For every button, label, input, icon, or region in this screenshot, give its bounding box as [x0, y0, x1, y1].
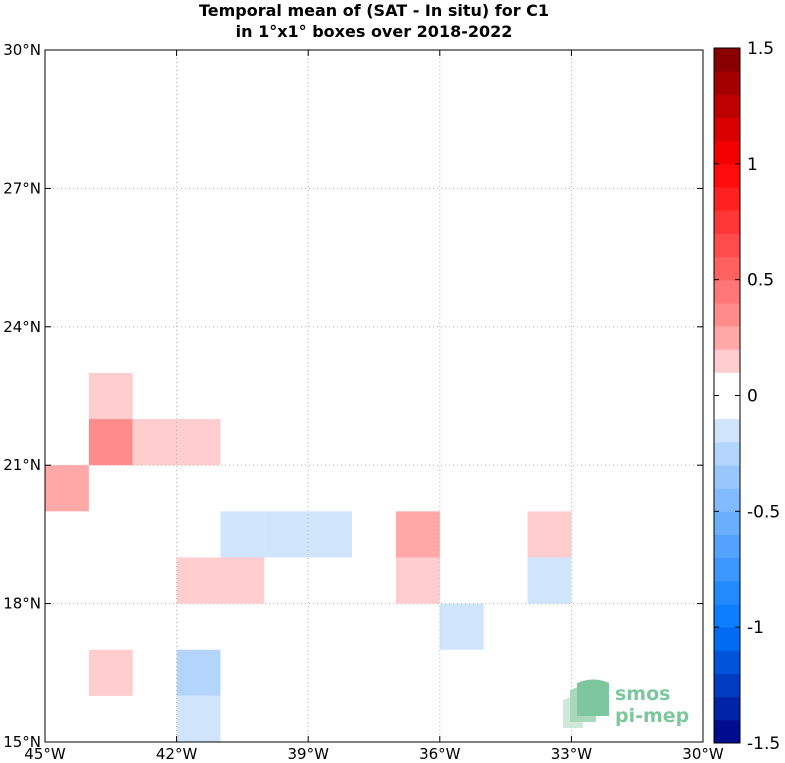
heatmap-cell — [176, 695, 221, 742]
colorbar-segment — [714, 210, 740, 234]
colorbar-segment — [714, 511, 740, 535]
y-tick-label: 15°N — [3, 733, 41, 751]
colorbar-segment — [714, 719, 740, 744]
colorbar-segment — [714, 71, 740, 95]
heatmap-cell — [220, 557, 265, 604]
y-tick-label: 21°N — [3, 456, 41, 474]
chart-title: Temporal mean of (SAT - In situ) for C1 … — [45, 0, 703, 42]
colorbar-segment — [714, 650, 740, 674]
heatmap-cell — [308, 511, 353, 558]
colorbar-segment — [714, 256, 740, 281]
x-tick-label: 33°W — [551, 745, 593, 763]
colorbar-segment — [714, 279, 740, 304]
heatmap-cell — [395, 557, 440, 604]
heatmap-cell — [527, 557, 572, 604]
colorbar-tick-label: 0 — [747, 387, 758, 407]
x-tick-label: 42°W — [156, 745, 198, 763]
colorbar-tick-label: 1.5 — [747, 39, 774, 59]
colorbar-segment — [714, 372, 740, 396]
heatmap-cell — [220, 511, 265, 558]
colorbar-segment — [714, 395, 740, 420]
y-tick-label: 24°N — [3, 318, 41, 336]
heatmap-cell — [88, 419, 133, 466]
colorbar-segment — [714, 187, 740, 211]
colorbar-segment — [714, 604, 740, 628]
colorbar-segment — [714, 302, 740, 327]
colorbar-tick-label: 1 — [747, 155, 758, 175]
heatmap-cell — [45, 465, 89, 512]
colorbar-tick-label: -0.5 — [747, 502, 780, 522]
colorbar-segment — [714, 117, 740, 142]
colorbar-tick-label: 0.5 — [747, 271, 774, 291]
chart-title-line-2: in 1°x1° boxes over 2018-2022 — [235, 22, 513, 41]
colorbar-segment — [714, 48, 740, 72]
colorbar-segment — [714, 326, 740, 350]
colorbar: 1.5 1 0.5 0 -0.5 -1 -1.5 — [713, 39, 780, 754]
logo-wave-icon — [563, 679, 609, 728]
colorbar-segment — [714, 140, 740, 165]
heatmap-cell — [176, 419, 221, 466]
grid-lines — [45, 50, 703, 742]
chart-title-line-1: Temporal mean of (SAT - In situ) for C1 — [198, 1, 550, 20]
colorbar-segment — [714, 580, 740, 605]
colorbar-segment — [714, 94, 740, 118]
colorbar-segment — [714, 488, 740, 512]
colorbar-segment — [714, 441, 740, 466]
logo-text-smos: smos — [615, 683, 670, 705]
heatmap-cell — [264, 511, 309, 558]
colorbar-segment — [714, 465, 740, 489]
colorbar-tick-label: -1.5 — [747, 734, 780, 754]
heatmap-cell — [88, 649, 133, 696]
plot-frame — [44, 49, 704, 743]
x-axis-ticks: 45°W 42°W 39°W 36°W 33°W 30°W — [24, 50, 724, 763]
y-tick-label: 27°N — [3, 179, 41, 197]
colorbar-segment — [714, 163, 740, 188]
x-tick-label: 36°W — [419, 745, 461, 763]
heatmap-cell — [395, 511, 440, 558]
heatmap-cell — [176, 649, 221, 696]
x-tick-label: 30°W — [682, 745, 724, 763]
heatmap-cell — [88, 372, 133, 420]
y-axis-ticks: 15°N 18°N 21°N 24°N 27°N 30°N — [3, 41, 703, 751]
colorbar-tick-label: -1 — [747, 618, 764, 638]
heatmap-cell — [439, 603, 484, 650]
y-tick-label: 30°N — [3, 41, 41, 59]
logo-text-pimep: pi-mep — [615, 705, 689, 727]
x-tick-label: 45°W — [24, 745, 66, 763]
colorbar-segment — [714, 696, 740, 721]
heatmap-cell — [176, 557, 221, 604]
y-tick-label: 18°N — [3, 595, 41, 613]
colorbar-segment — [714, 233, 740, 257]
colorbar-segment — [714, 627, 740, 651]
heatmap-cell — [132, 419, 177, 466]
heatmap-cells — [45, 372, 572, 742]
colorbar-segment — [714, 349, 740, 373]
colorbar-segment — [714, 673, 740, 698]
x-tick-label: 39°W — [287, 745, 329, 763]
heatmap-cell — [527, 511, 572, 558]
colorbar-segment — [714, 418, 740, 443]
colorbar-segment — [714, 534, 740, 559]
smos-pi-mep-logo: smos pi-mep — [563, 679, 689, 728]
colorbar-segment — [714, 557, 740, 582]
